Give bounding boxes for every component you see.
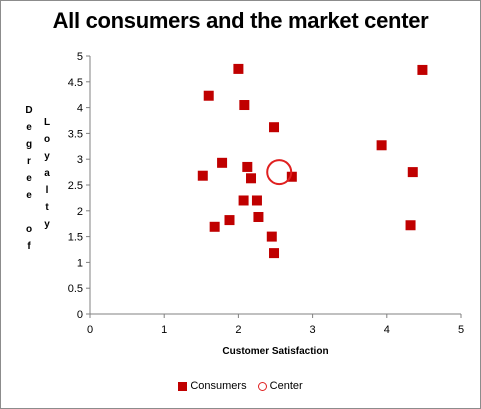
legend: Consumers Center	[0, 380, 481, 392]
consumer-point	[266, 231, 277, 242]
y-tick-label: 3	[77, 154, 83, 166]
y-tick-label: 0.5	[68, 283, 83, 295]
consumer-point	[405, 220, 416, 231]
square-marker-icon	[178, 381, 188, 391]
consumer-point	[253, 211, 264, 222]
consumer-point	[239, 100, 250, 111]
x-tick-label: 0	[87, 324, 93, 336]
y-tick-label: 2	[77, 206, 83, 218]
consumer-point	[246, 173, 257, 184]
y-tick-label: 5	[77, 51, 83, 63]
center-point	[266, 159, 293, 186]
x-axis-label: Customer Satisfaction	[222, 346, 329, 357]
y-tick-label: 1	[77, 257, 83, 269]
consumer-point	[417, 64, 428, 75]
x-tick-label: 5	[458, 324, 464, 336]
y-tick-label: 3.5	[68, 128, 83, 140]
consumer-point	[376, 140, 387, 151]
consumer-point	[242, 161, 253, 172]
consumer-point	[209, 221, 220, 232]
x-tick-label: 3	[310, 324, 316, 336]
chart-title: All consumers and the market center	[52, 8, 429, 33]
y-tick-label: 4	[77, 103, 83, 115]
legend-entry-center: Center	[257, 380, 303, 393]
consumer-point	[286, 171, 297, 182]
consumer-point	[197, 170, 208, 181]
consumer-point	[269, 122, 280, 133]
consumer-point	[233, 63, 244, 74]
circle-marker-icon	[257, 381, 267, 391]
x-tick-label: 4	[384, 324, 390, 336]
y-tick-label: 2.5	[68, 180, 83, 192]
consumer-point	[203, 90, 214, 101]
legend-label-center: Center	[269, 380, 303, 393]
legend-label-consumers: Consumers	[190, 380, 247, 393]
consumer-point	[217, 157, 228, 168]
consumer-point	[238, 195, 249, 206]
consumer-point	[224, 215, 235, 226]
y-tick-label: 4.5	[68, 77, 83, 89]
consumer-point	[251, 195, 262, 206]
y-tick-label: 0	[77, 309, 83, 321]
x-tick-label: 1	[161, 324, 167, 336]
consumer-point	[269, 248, 280, 259]
x-tick-label: 2	[235, 324, 241, 336]
y-tick-label: 1.5	[68, 232, 83, 244]
consumer-point	[407, 167, 418, 178]
legend-entry-consumers: Consumers	[178, 380, 247, 393]
